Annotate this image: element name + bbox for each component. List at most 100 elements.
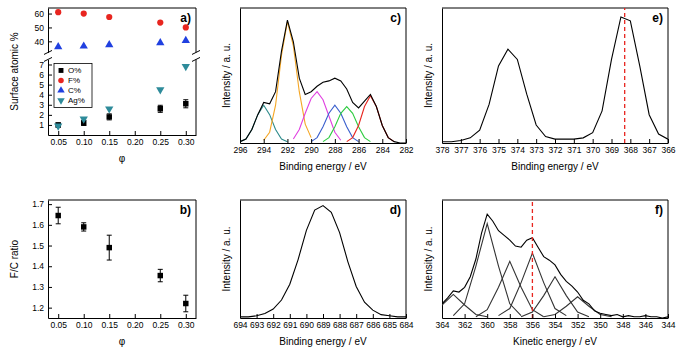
tick-label: 1.5	[32, 241, 44, 251]
tick: 0.25	[153, 314, 170, 330]
tick-mark	[499, 139, 500, 143]
tick-mark	[186, 314, 187, 318]
x-axis-title: Binding energy / eV	[279, 336, 367, 347]
tick-label: 687	[350, 320, 364, 330]
frame-line	[240, 8, 406, 9]
tick-mark	[442, 139, 443, 143]
axis-break	[44, 57, 52, 61]
tick-label: 362	[458, 320, 472, 330]
figure-root: 40506012345670.050.100.150.200.250.30O%F…	[0, 0, 678, 364]
tick: 282	[399, 139, 413, 155]
tick: 350	[594, 314, 608, 330]
spectrum-line	[240, 206, 406, 317]
point	[158, 106, 163, 111]
tick: 374	[511, 139, 525, 155]
tick-mark	[257, 314, 258, 318]
legend-marker	[59, 68, 64, 73]
tick-mark	[48, 246, 52, 247]
point	[80, 116, 88, 123]
tick: 0.10	[76, 314, 93, 330]
panel: 1.21.31.41.51.61.70.050.100.150.200.250.…	[9, 199, 197, 347]
tick-mark	[264, 139, 265, 143]
point	[55, 213, 60, 218]
tick-mark	[623, 314, 624, 318]
panel: 364362360358356354352350348346344f)Kinet…	[419, 200, 675, 347]
tick: 5	[39, 80, 52, 90]
tick-mark	[48, 41, 52, 42]
tick-label: 350	[594, 320, 608, 330]
axis-line	[442, 201, 443, 319]
tick: 691	[283, 314, 297, 330]
spectrum-line	[293, 92, 340, 141]
tick-label: 373	[530, 145, 544, 155]
panel: 40506012345670.050.100.150.200.250.30O%F…	[9, 8, 200, 164]
tick-label: 0.25	[153, 320, 170, 330]
tick-label: 0.05	[50, 320, 67, 330]
tick-mark	[109, 314, 110, 318]
tick: 60	[35, 9, 52, 19]
tick-label: 1.4	[32, 261, 44, 271]
spectrum-line	[499, 253, 567, 316]
point	[81, 224, 86, 229]
tick-label: 369	[605, 145, 619, 155]
tick-mark	[574, 139, 575, 143]
tick-label: 352	[571, 320, 585, 330]
tick-label: 354	[548, 320, 562, 330]
tick-label: 1.3	[32, 282, 44, 292]
tick: 0.15	[101, 314, 118, 330]
y-axis-title: Intensity / a. u.	[423, 43, 434, 108]
tick-mark	[461, 139, 462, 143]
tick: 1.2	[32, 303, 52, 313]
tick-label: 288	[328, 145, 342, 155]
y-axis-title: Intensity / a. u.	[221, 226, 232, 291]
panel-label: d)	[390, 203, 401, 217]
tick-mark	[290, 314, 291, 318]
tick: 358	[503, 314, 517, 330]
tick: 1.5	[32, 241, 52, 251]
tick-label: 377	[454, 145, 468, 155]
panel: 694693692691690689688687686685684d)Bindi…	[221, 200, 414, 347]
tick: 0.25	[153, 131, 170, 147]
tick-label: 367	[643, 145, 657, 155]
tick-mark	[668, 139, 669, 143]
axis-line	[48, 9, 49, 53]
tick-mark	[612, 139, 613, 143]
y-axis: 1234567	[39, 60, 52, 136]
tick-mark	[335, 139, 336, 143]
y-axis	[240, 201, 241, 319]
legend-label: Ag%	[68, 96, 85, 105]
tick-mark	[323, 314, 324, 318]
tick: 370	[586, 139, 600, 155]
tick-mark	[48, 105, 52, 106]
reference-line	[532, 200, 533, 318]
tick-mark	[442, 314, 443, 318]
spectrum-line	[264, 22, 311, 141]
tick: 352	[571, 314, 585, 330]
reference-line	[624, 8, 625, 143]
tick-mark	[517, 139, 518, 143]
y-axis	[442, 201, 443, 319]
tick-label: 693	[250, 320, 264, 330]
point	[54, 42, 62, 49]
frame-line	[406, 200, 407, 318]
tick-label: 0.20	[127, 320, 144, 330]
x-axis: 0.050.100.150.200.250.30	[49, 131, 197, 147]
spectrum-line	[311, 105, 358, 141]
point	[80, 41, 88, 48]
tick-mark	[240, 314, 241, 318]
plot-area	[240, 206, 406, 317]
point	[106, 14, 112, 20]
frame-line	[240, 200, 406, 201]
tick-label: 0.15	[101, 320, 118, 330]
legend-label: C%	[68, 86, 81, 95]
error-bar	[81, 223, 86, 231]
frame-line	[406, 8, 407, 143]
legend-marker	[57, 86, 64, 92]
panel-label: f)	[655, 203, 663, 217]
tick-mark	[536, 139, 537, 143]
tick: 0.20	[127, 131, 144, 147]
frame-line	[668, 8, 669, 143]
tick: 294	[257, 139, 271, 155]
tick-mark	[109, 131, 110, 135]
tick-mark	[668, 314, 669, 318]
